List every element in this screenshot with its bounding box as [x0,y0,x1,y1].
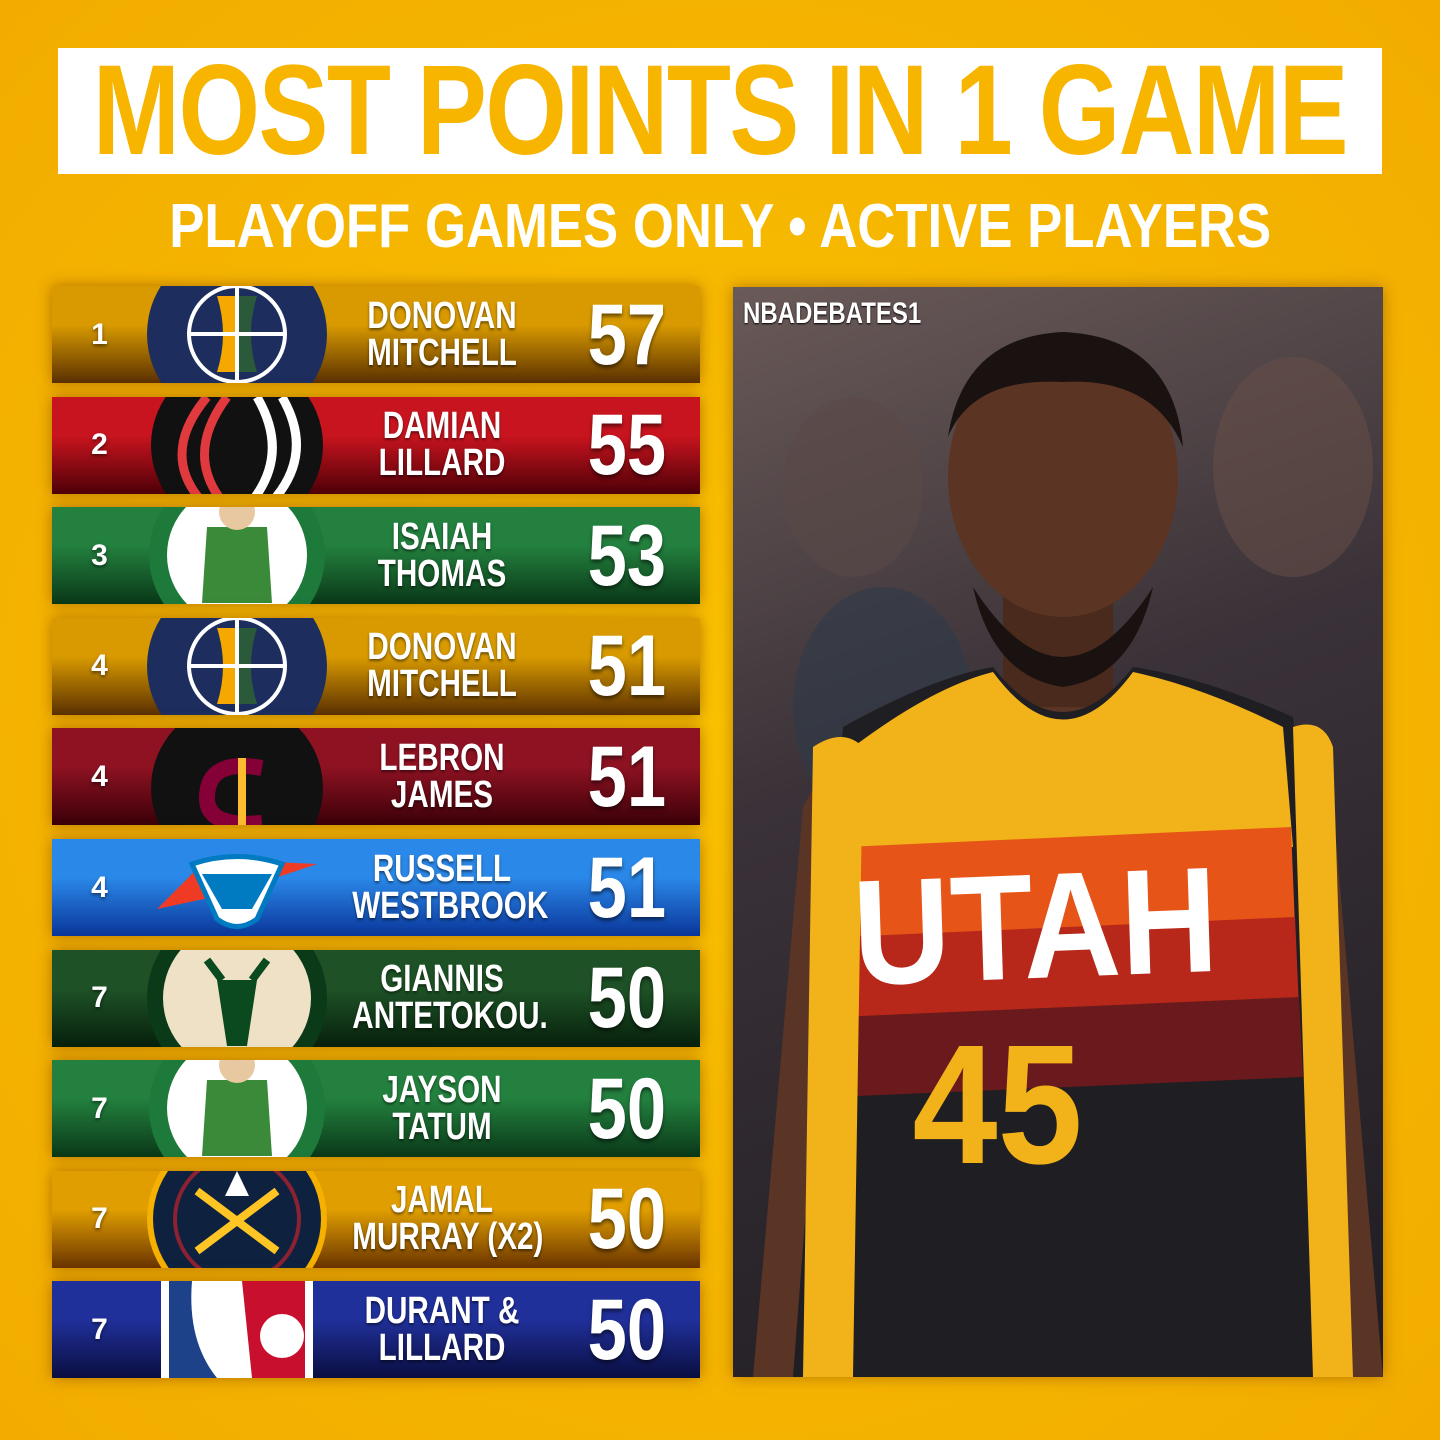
points: 53 [557,513,697,599]
team-logo-nuggets [147,1170,327,1268]
leaderboard-row: 2 DAMIAN LILLARD 55 [52,396,700,494]
points: 50 [557,1287,697,1373]
team-logo-jazz [147,617,327,715]
player-name-line2: MURRAY (X2) [352,1216,544,1259]
player-name-line1: RUSSELL [372,847,512,890]
player-name-line1: JAYSON [382,1068,502,1111]
team-logo-cavaliers [147,728,327,826]
player-name: LEBRON JAMES [327,736,557,816]
leaderboard-row: 1 DONOVAN MITCHELL 57 [52,286,700,383]
player-name: JAMAL MURRAY (X2) [327,1179,557,1259]
leaderboard-row: 3 ISAIAH THOMAS 53 [52,507,700,605]
team-logo-thunder [147,839,327,936]
player-name: GIANNIS ANTETOKOU. [327,958,557,1038]
team-logo-jazz [147,286,327,383]
player-name-line2: ANTETOKOU. [352,995,548,1038]
points: 50 [557,1176,697,1262]
rank: 7 [91,1202,108,1236]
player-name: JAYSON TATUM [327,1068,557,1148]
jersey-text: UTAH [850,834,1221,1017]
leaderboard-row: 4 RUSSELL WESTBROOK 51 [52,839,700,936]
points: 55 [557,402,697,488]
rank: 7 [91,981,108,1015]
points-value: 51 [587,728,667,825]
player-name-line1: GIANNIS [380,958,504,1001]
player-illustration [753,332,1383,1377]
player-photo: UTAH 45 NBADEBATES1 [733,287,1383,1377]
points: 51 [557,845,697,931]
rank: 7 [91,1312,108,1346]
page-title: MOST POINTS IN 1 GAME [92,48,1349,174]
player-name-line2: JAMES [390,773,494,816]
leaderboard-row: 7 JAMAL MURRAY (X2) 50 [52,1170,700,1268]
points-value: 55 [587,397,667,494]
player-name: DURANT & LILLARD [327,1289,557,1369]
team-logo-blazers [147,396,327,494]
points-value: 50 [587,1281,667,1378]
team-logo-bucks [147,949,327,1047]
player-name-line1: LEBRON [379,736,505,779]
player-name-line1: DONOVAN [367,294,517,337]
player-name-line1: JAMAL [390,1179,494,1222]
player-name-line2: WESTBROOK [352,884,549,927]
player-name-line2: MITCHELL [367,663,517,706]
points: 51 [557,734,697,820]
team-logo-celtics [147,507,327,605]
jersey-number: 45 [912,1010,1083,1200]
rank: 7 [91,1091,108,1125]
leaderboard-row: 4 LEBRON JAMES 51 [52,728,700,826]
rank: 4 [91,870,108,904]
leaderboard-row: 7 DURANT & LILLARD 50 [52,1281,700,1379]
player-name-line1: DAMIAN [382,405,502,448]
player-name-line1: DONOVAN [367,626,517,669]
points: 57 [557,292,697,378]
points-value: 53 [587,507,667,604]
player-name: RUSSELL WESTBROOK [327,847,557,927]
player-name: ISAIAH THOMAS [327,515,557,595]
rank: 2 [91,428,108,462]
player-name: DONOVAN MITCHELL [327,294,557,374]
player-name-line2: LILLARD [378,442,506,485]
player-name-line2: THOMAS [377,552,507,595]
rank: 3 [91,538,108,572]
team-logo-celtics [147,1060,327,1158]
points: 50 [557,1066,697,1152]
watermark: NBADEBATES1 [743,297,922,330]
points: 51 [557,623,697,709]
title-banner: MOST POINTS IN 1 GAME [58,48,1382,174]
player-name-line1: DURANT & [364,1289,520,1332]
rank: 4 [91,759,108,793]
points-value: 51 [587,618,667,715]
player-name: DAMIAN LILLARD [327,405,557,485]
points-value: 57 [587,286,667,383]
points-value: 50 [587,950,667,1047]
subtitle-text: PLAYOFF GAMES ONLY • ACTIVE PLAYERS [169,192,1271,261]
player-name: DONOVAN MITCHELL [327,626,557,706]
player-name-line2: MITCHELL [367,331,517,374]
points-value: 50 [587,1060,667,1157]
player-name-line2: LILLARD [378,1326,506,1369]
leaderboard-row: 7 JAYSON TATUM 50 [52,1060,700,1158]
leaderboard-row: 7 GIANNIS ANTETOKOU. 50 [52,949,700,1047]
subtitle: PLAYOFF GAMES ONLY • ACTIVE PLAYERS [0,196,1440,258]
rank: 4 [91,649,108,683]
points-value: 50 [587,1171,667,1268]
team-logo-nba [147,1281,327,1379]
points-value: 51 [587,839,667,936]
points: 50 [557,955,697,1041]
player-name-line1: ISAIAH [391,515,493,558]
leaderboard-row: 4 DONOVAN MITCHELL 51 [52,617,700,715]
player-name-line2: TATUM [392,1105,492,1148]
rank: 1 [91,317,108,351]
